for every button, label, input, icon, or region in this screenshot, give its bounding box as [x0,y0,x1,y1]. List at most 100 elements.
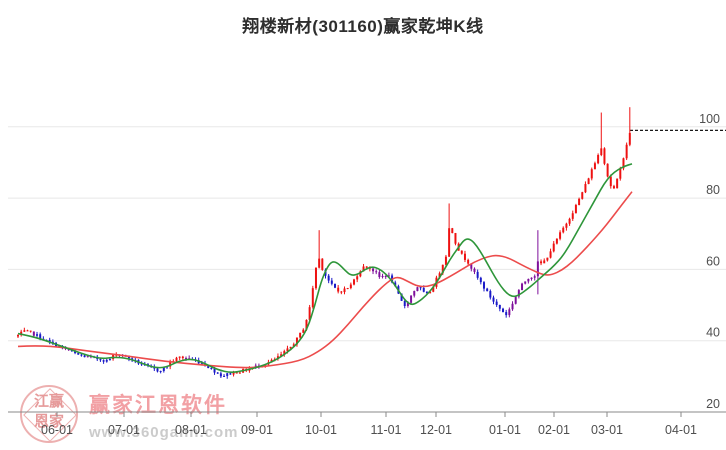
x-axis-label: 08-01 [175,423,207,437]
candle [223,375,226,377]
candle [609,176,612,187]
candle [349,284,352,289]
candle [29,330,32,332]
candle [286,348,289,352]
candle [299,332,302,338]
candle [441,264,444,274]
candle [156,368,159,372]
candle [372,268,375,272]
candle [467,259,470,264]
candle [337,287,340,292]
candle [200,363,203,365]
candle [406,302,409,307]
candle [479,277,482,283]
candle [460,250,463,254]
candle [381,275,384,277]
candle [590,169,593,179]
candle [327,275,330,281]
candle [295,337,298,345]
candle [422,287,425,292]
watermark-brand: 赢家江恩软件 [89,394,227,417]
candle [410,295,413,303]
candle [489,291,492,298]
candle [565,223,568,228]
candle [305,319,308,330]
candle [454,233,457,244]
x-axis-label: 12-01 [420,423,452,437]
candle [311,288,314,308]
candle [32,331,35,336]
candle [235,372,238,374]
candle [505,312,508,316]
x-axis-label: 10-01 [305,423,337,437]
candle [581,192,584,199]
candle [416,287,419,292]
y-axis-label: 20 [706,397,720,411]
candle [400,293,403,301]
candle [77,353,80,355]
candle [181,356,184,359]
candle [546,257,549,261]
candle [432,286,435,292]
candle [308,307,311,320]
candle [403,300,406,307]
candle [473,268,476,272]
candle [321,258,324,270]
candle [238,372,241,374]
y-axis-label: 40 [706,326,720,340]
candle [226,373,229,376]
candle [568,218,571,224]
candle [175,357,178,362]
watermark: 江赢 恩家 赢家江恩软件 www.360gann.com [20,385,238,447]
candle [159,371,162,373]
candle [387,275,390,277]
candle [346,288,349,290]
candle [26,330,29,332]
candle [616,178,619,189]
candle [283,351,286,355]
candle [419,287,422,289]
candle [451,228,454,234]
candle [359,271,362,277]
candle [470,263,473,269]
candle [48,339,51,342]
candle [597,155,600,164]
candle [39,334,42,339]
candle [486,288,489,292]
candle [543,260,546,264]
candle [549,251,552,258]
candle [425,291,428,294]
candle [318,258,321,268]
x-axis-label: 07-01 [108,423,140,437]
candle [517,290,520,297]
candle [162,367,165,372]
candle [102,360,105,362]
candle [482,282,485,289]
candle [562,227,565,233]
candle [536,261,539,277]
candle [99,359,102,361]
candle [498,305,501,309]
candle [559,232,562,239]
watermark-seal-logo: 江赢 恩家 [20,385,78,447]
candle [365,266,368,268]
y-axis-label: 100 [699,112,720,126]
candle [448,228,451,257]
seal-line1: 江赢 [33,393,64,410]
candle [83,355,86,358]
candle [622,158,625,169]
candle [20,331,23,336]
candle [362,266,365,272]
candle [340,291,343,293]
candle [625,144,628,159]
x-axis-label: 09-01 [241,423,273,437]
candle [578,198,581,205]
candle [86,356,89,358]
candle [343,288,346,293]
candle [74,350,77,354]
candle [574,204,577,214]
candle [502,308,505,313]
candle [207,365,210,369]
